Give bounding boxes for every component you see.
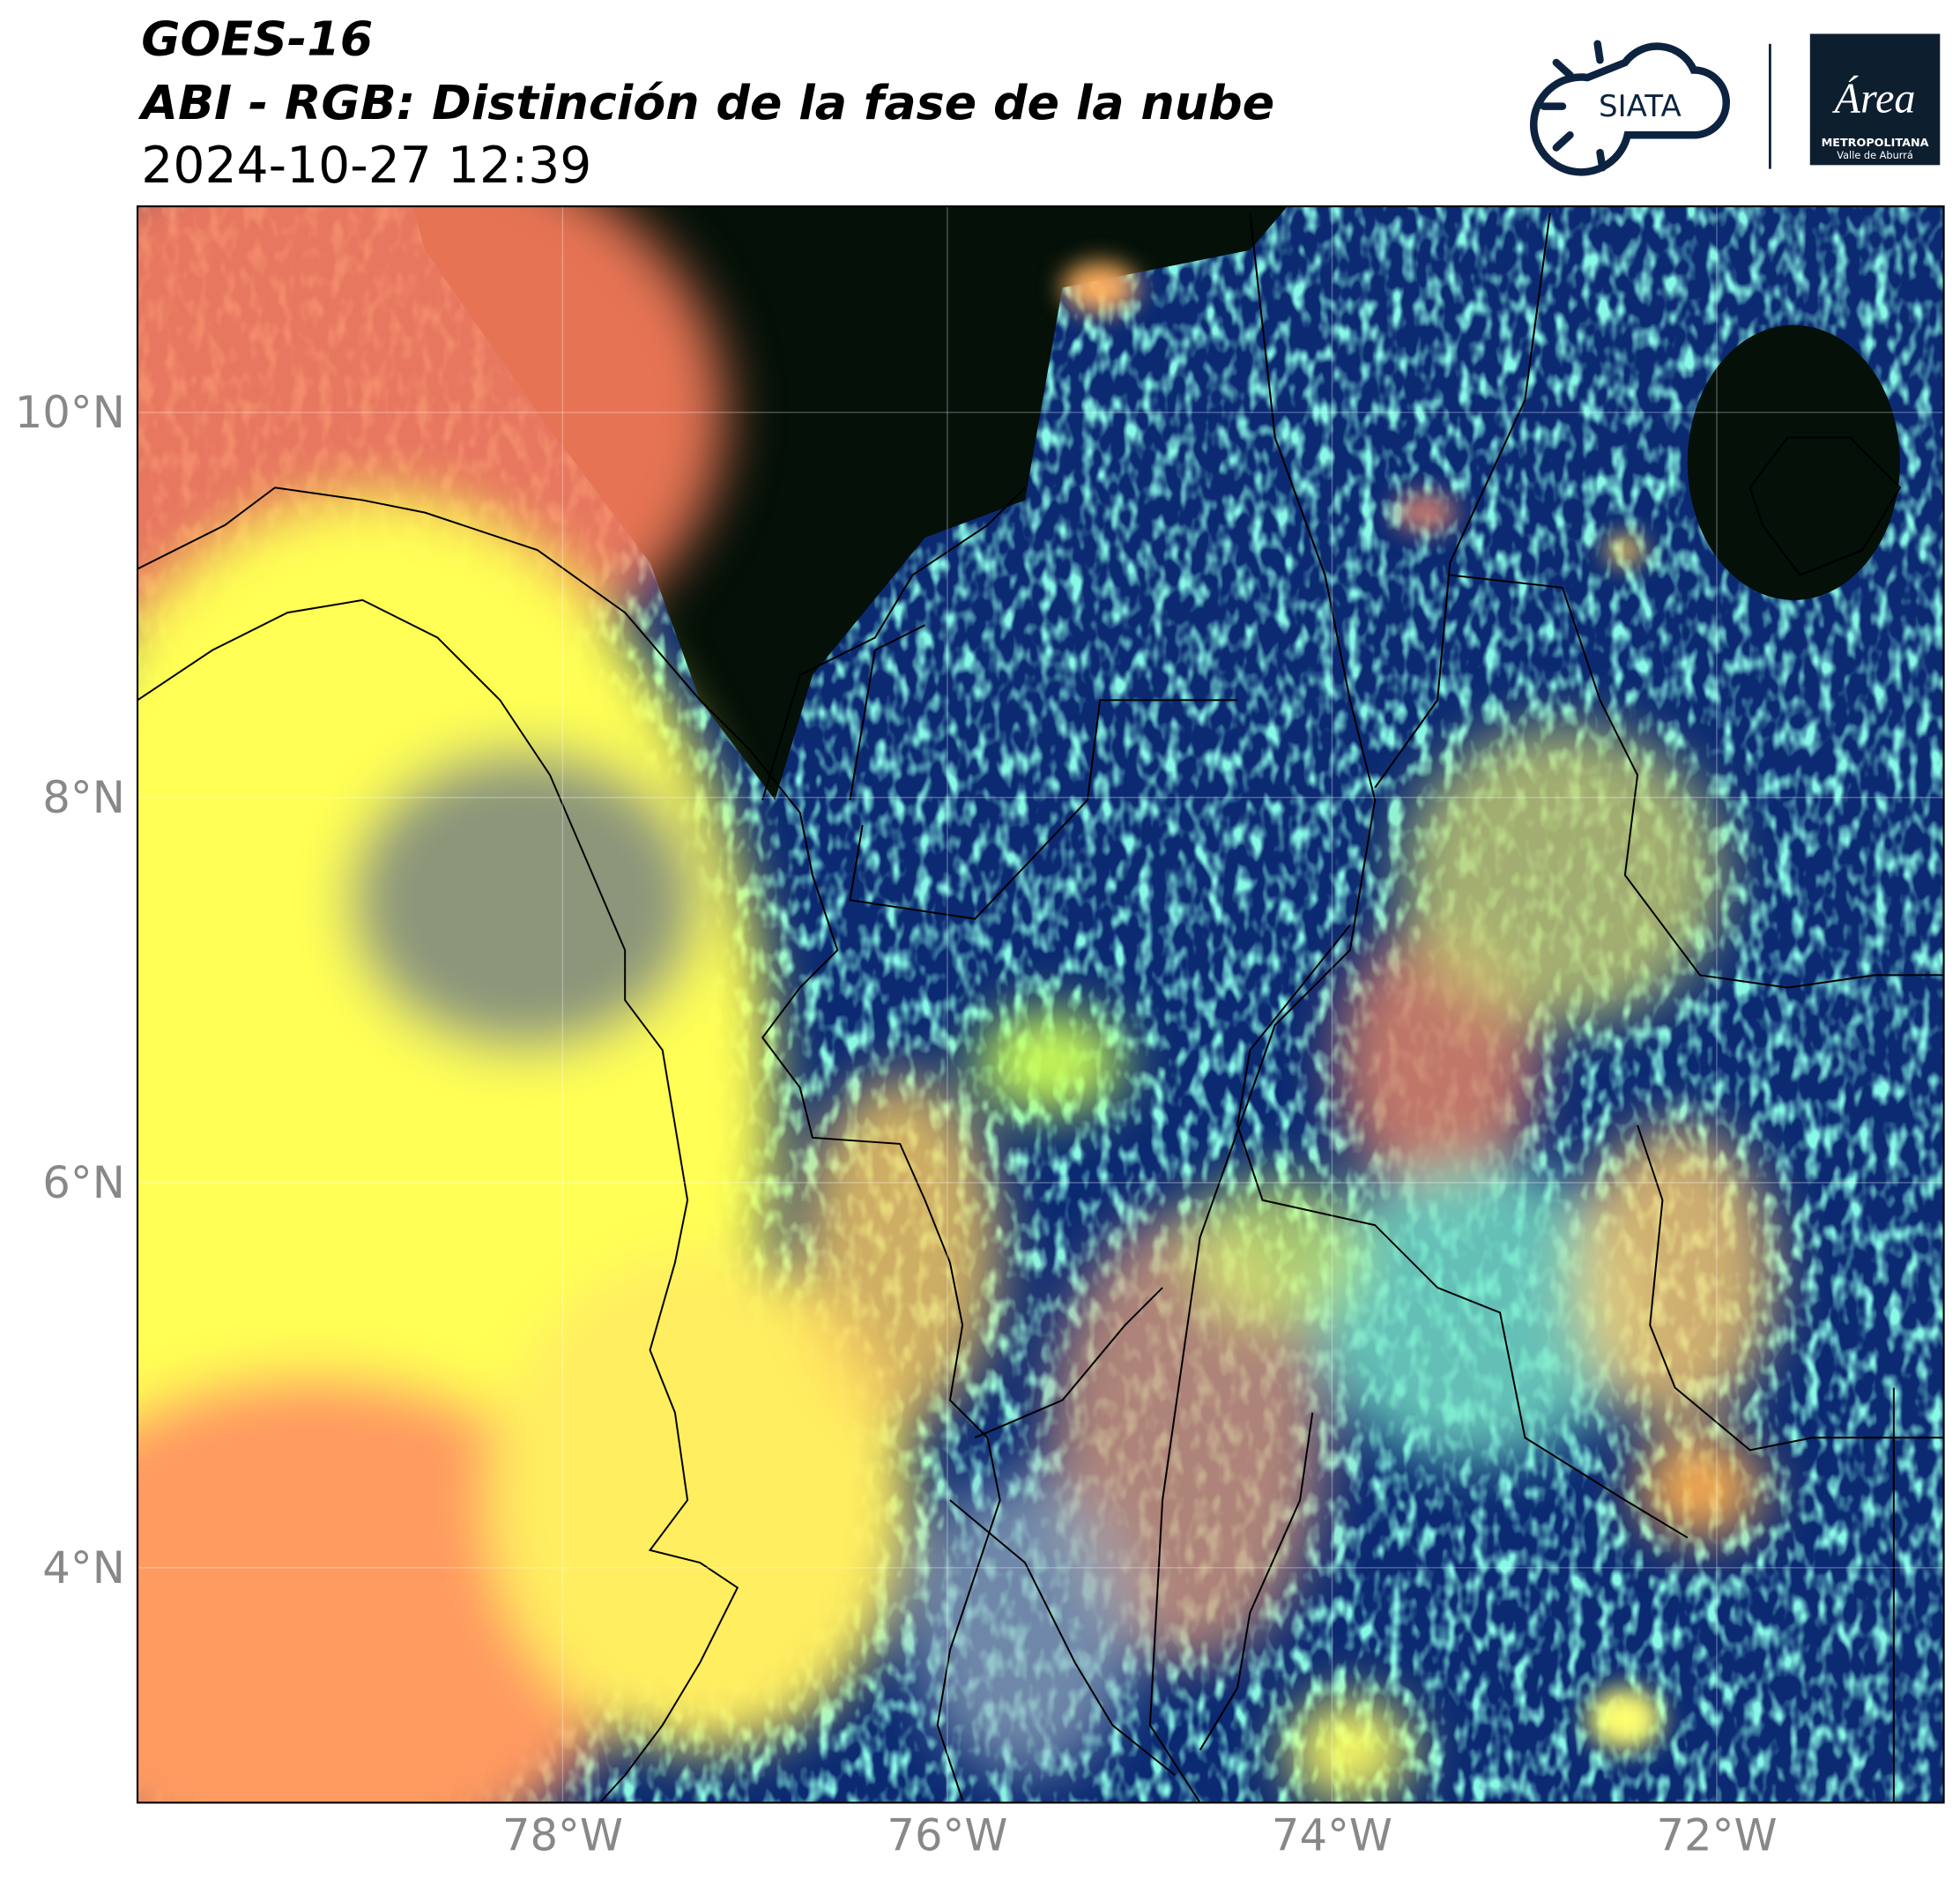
graticule bbox=[137, 206, 1944, 1803]
lat-tick-label: 4°N bbox=[42, 1542, 125, 1593]
lat-tick-label: 8°N bbox=[42, 772, 125, 823]
lon-tick-label: 74°W bbox=[1272, 1809, 1392, 1860]
area-line1: METROPOLITANA bbox=[1822, 137, 1929, 150]
lat-tick-label: 10°N bbox=[15, 387, 125, 438]
siata-logo: SIATA Área METROPOLITANA Valle de Aburrá bbox=[1529, 33, 1941, 176]
lat-tick-label: 6°N bbox=[42, 1157, 125, 1208]
timestamp: 2024-10-27 12:39 bbox=[141, 137, 591, 195]
map-frame bbox=[136, 205, 1945, 1804]
siata-text: SIATA bbox=[1599, 89, 1682, 124]
title: GOES-16 bbox=[141, 11, 373, 67]
area-text: Área bbox=[1832, 76, 1916, 123]
area-line2: Valle de Aburrá bbox=[1837, 149, 1913, 161]
lon-tick-label: 78°W bbox=[502, 1809, 623, 1860]
tick-labels: 10°N 8°N 6°N 4°N 78°W 76°W 74°W 72°W bbox=[15, 387, 1778, 1860]
lon-tick-label: 72°W bbox=[1656, 1809, 1777, 1860]
lon-tick-label: 76°W bbox=[887, 1809, 1007, 1860]
coastlines bbox=[137, 212, 1944, 1803]
subtitle: ABI - RGB: Distinción de la fase de la n… bbox=[137, 75, 1274, 130]
satellite-image bbox=[137, 206, 1944, 1803]
